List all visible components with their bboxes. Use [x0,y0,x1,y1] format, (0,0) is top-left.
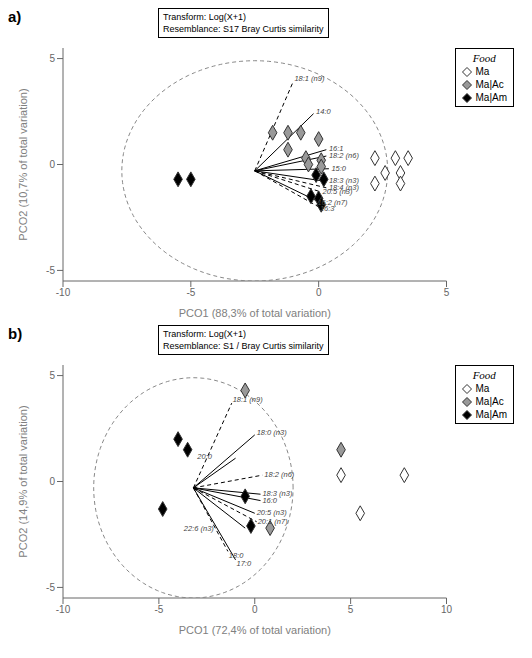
svg-text:PCO2 (10,7% of total variation: PCO2 (10,7% of total variation) [17,88,29,240]
svg-text:20:0: 20:0 [196,452,212,461]
svg-text:17:0: 17:0 [237,559,252,568]
svg-text:PCO2 (14,9% of total variation: PCO2 (14,9% of total variation) [17,405,29,557]
html-text:b): b) [8,325,23,342]
html-text:a): a) [8,8,22,25]
svg-text:-5: -5 [154,604,163,615]
html-text:Ma|Ac: Ma|Ac [475,79,504,90]
svg-text:10: 10 [441,604,453,615]
html-text:Ma: Ma [475,383,490,394]
svg-text:5: 5 [348,604,354,615]
svg-text:5: 5 [49,370,55,381]
html-text:Food: Food [472,369,496,381]
svg-text:20:5 (n3): 20:5 (n3) [322,187,354,196]
html-text:Ma: Ma [475,66,490,77]
svg-text:PCO1 (88,3% of total variation: PCO1 (88,3% of total variation) [179,307,331,319]
svg-text:18:0 (n3): 18:0 (n3) [257,428,288,437]
svg-text:16:0: 16:0 [262,496,277,505]
svg-text:18:2 (n6): 18:2 (n6) [329,151,360,160]
html-text:Transform: Log(X+1) Resemblanc: Transform: Log(X+1) Resemblance: S17 Bra… [163,12,324,34]
svg-text:5: 5 [444,287,450,298]
svg-text:0: 0 [49,159,55,170]
svg-text:PCO1 (72,4% of total variation: PCO1 (72,4% of total variation) [179,624,331,636]
svg-text:5: 5 [49,53,55,64]
svg-text:0: 0 [252,604,258,615]
svg-text:-5: -5 [186,287,195,298]
svg-text:-5: -5 [46,265,55,276]
svg-text:16:3: 16:3 [320,204,335,213]
svg-text:18:3 (n3): 18:3 (n3) [328,176,359,186]
svg-text:18:0: 18:0 [228,550,244,560]
svg-text:18:2 (n6): 18:2 (n6) [264,470,295,479]
svg-text:20:1 (n7): 20:1 (n7) [257,517,289,526]
svg-text:18:1 (n9): 18:1 (n9) [233,395,264,404]
svg-text:14:0: 14:0 [316,107,331,116]
svg-text:22:6 (n3): 22:6 (n3) [183,524,215,533]
html-text:Ma|Am: Ma|Am [475,409,507,420]
html-text:Ma|Am: Ma|Am [475,92,507,103]
svg-text:16:2 (n7): 16:2 (n7) [317,197,348,207]
svg-text:0: 0 [316,287,322,298]
svg-text:-10: -10 [56,604,71,615]
svg-text:-10: -10 [56,287,71,298]
svg-text:16:1: 16:1 [328,143,344,153]
svg-text:18:3 (n3): 18:3 (n3) [262,489,293,499]
html-text:Transform: Log(X+1) Resemblanc: Transform: Log(X+1) Resemblance: S1 / Br… [163,329,324,351]
svg-text:20:5 (n3): 20:5 (n3) [256,508,287,518]
svg-text:0: 0 [49,476,55,487]
html-text:Ma|Ac: Ma|Ac [475,396,504,407]
svg-text:-5: -5 [46,582,55,593]
svg-text:15:0: 15:0 [331,164,346,173]
svg-text:18:1 (n9): 18:1 (n9) [294,74,325,83]
html-text:Food: Food [472,52,496,64]
